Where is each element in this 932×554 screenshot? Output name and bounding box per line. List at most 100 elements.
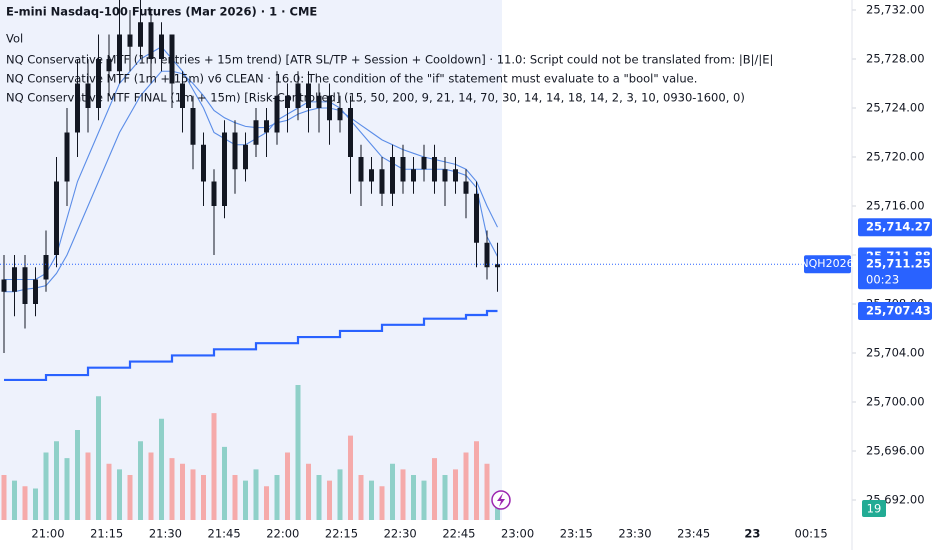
candle-body [432,157,437,182]
legend: E-mini Nasdaq-100 Futures (Mar 2026) · 1… [6,5,773,105]
x-tick-label: 21:45 [208,527,241,541]
price-tag-label: 25,714.27 [866,220,931,234]
volume-bar [33,488,38,520]
candle-body [348,108,353,157]
volume-tag [862,500,886,517]
candle-body [85,83,91,108]
volume-bar [127,475,133,520]
x-tick-label: 23 [744,527,760,541]
x-tick-label: 22:45 [442,527,475,541]
volume-bar [75,430,80,520]
volume-bar [400,469,406,520]
volume-bar [316,475,322,520]
session-highlight [0,0,502,520]
candle-body [306,83,311,108]
y-tick-label: 25,700.00 [866,395,925,409]
y-tick-label: 25,724.00 [866,101,925,115]
volume-bar [106,463,112,520]
volume-bar [85,452,91,520]
volume-bar [285,452,290,520]
volume-bar [411,475,416,520]
volume-bar [253,469,259,520]
y-tick-label: 25,728.00 [866,52,925,66]
candle-body [411,169,416,182]
y-tick-label: 25,704.00 [866,346,925,360]
countdown: 00:23 [866,273,899,287]
volume-bar [463,452,469,520]
volume-bar [274,475,280,520]
candle-body [495,264,500,268]
legend-line: NQ Conservative MTF (1m entries + 15m tr… [6,53,773,67]
candle-body [358,157,364,182]
legend-line: Vol [6,32,23,46]
candle-body [285,95,290,108]
x-tick-label: 00:15 [795,527,828,541]
candle-body [463,181,469,194]
candle-body [253,120,259,145]
volume-bar [379,486,385,520]
volume-bar [442,475,448,520]
price-tag-label: 25,711.25 [866,257,931,271]
candle-body [369,169,374,182]
candle-body [295,83,301,108]
volume-bar [222,446,227,520]
candle-body [12,267,17,292]
alert-icon[interactable] [491,490,511,510]
volume-bar [327,480,332,520]
plot-area [0,0,852,520]
price-axis: 25,692.0025,696.0025,700.0025,704.0025,7… [31,0,932,550]
candle-body [400,157,406,182]
volume-bar [264,486,269,520]
volume-bar [348,435,353,520]
candle-body [43,255,49,280]
volume-bar [54,441,59,520]
volume-bar [190,469,196,520]
candle-body [22,267,28,304]
volume-bar [484,463,490,520]
candle-body [33,279,38,304]
candle-body [243,144,248,170]
candle-body [54,181,59,255]
y-tick-label: 25,720.00 [866,150,925,164]
candle-body [442,169,448,182]
candle-body [327,95,332,121]
moving-average [4,70,498,293]
symbol-tag-label: NQH2026 [800,257,853,270]
candle-body [190,108,196,145]
candle-body [106,59,112,72]
candle-body [96,59,101,108]
volume-bar [495,498,500,520]
alert-icon-bolt [497,493,505,507]
candle-body [421,157,427,170]
candle-body [75,83,80,133]
price-tag [858,218,932,237]
candle-body [264,120,269,133]
step-line [4,309,498,382]
candle-body [453,169,458,182]
candle-body [274,95,280,133]
candle-body [1,279,7,292]
volume-bar [117,469,122,520]
candle-body [201,144,206,182]
x-tick-label: 22:00 [266,527,299,541]
candle-body [232,132,238,170]
candle-body [169,34,175,84]
volume-bar [138,441,143,520]
volume-bar [43,452,49,520]
volume-bar [390,463,395,520]
chart-title: E-mini Nasdaq-100 Futures (Mar 2026) · 1… [6,5,317,19]
volume-bar [295,385,301,520]
candle-body [117,34,122,72]
volume-bar [96,396,101,520]
x-tick-label: 22:15 [325,527,358,541]
volume-bar [337,469,343,520]
y-tick-label: 25,732.00 [866,3,925,17]
y-tick-label: 25,696.00 [866,444,925,458]
volume-tag-label: 19 [867,502,882,516]
symbol-tag [804,255,851,274]
x-tick-label: 23:30 [618,527,651,541]
volume-bar [148,452,154,520]
candle-body [180,83,185,108]
